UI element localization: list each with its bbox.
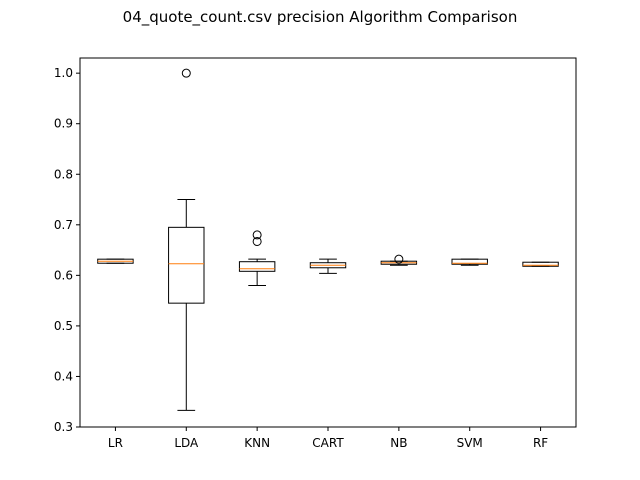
y-tick-label: 0.8 — [54, 167, 73, 181]
x-tick-label: SVM — [457, 436, 483, 450]
box-svm — [451, 258, 488, 266]
x-tick-label: NB — [390, 436, 407, 450]
box-body — [238, 261, 276, 272]
box-lr — [97, 258, 134, 264]
box-rf — [522, 261, 559, 267]
x-axis: LR LDA KNN CART NB SVM RF — [108, 427, 548, 450]
x-tick-label: RF — [533, 436, 548, 450]
box-cart — [309, 258, 347, 274]
y-tick-label: 0.3 — [54, 420, 73, 434]
x-tick-label: KNN — [244, 436, 270, 450]
box-knn — [238, 230, 276, 286]
y-axis: 0.3 0.4 0.5 0.6 0.7 0.8 0.9 1.0 — [54, 66, 80, 434]
axes-frame — [79, 57, 577, 428]
x-tick-label: LR — [108, 436, 123, 450]
outlier-point — [252, 230, 262, 240]
box-body — [168, 226, 205, 304]
x-tick-label: CART — [312, 436, 344, 450]
outlier-point — [252, 236, 262, 246]
outlier-point — [394, 254, 404, 264]
outlier-point — [181, 68, 191, 78]
y-tick-label: 0.7 — [54, 218, 73, 232]
y-tick-label: 0.6 — [54, 268, 73, 282]
y-tick-label: 0.9 — [54, 117, 73, 131]
chart-title: 04_quote_count.csv precision Algorithm C… — [123, 8, 518, 27]
x-tick-label: LDA — [174, 436, 199, 450]
y-tick-label: 0.4 — [54, 369, 73, 383]
box-lda — [168, 68, 205, 411]
box-nb — [380, 254, 418, 266]
box-body — [522, 261, 559, 267]
plot-area — [97, 68, 559, 411]
box-body — [451, 258, 488, 265]
y-tick-label: 0.5 — [54, 319, 73, 333]
y-tick-label: 1.0 — [54, 66, 73, 80]
